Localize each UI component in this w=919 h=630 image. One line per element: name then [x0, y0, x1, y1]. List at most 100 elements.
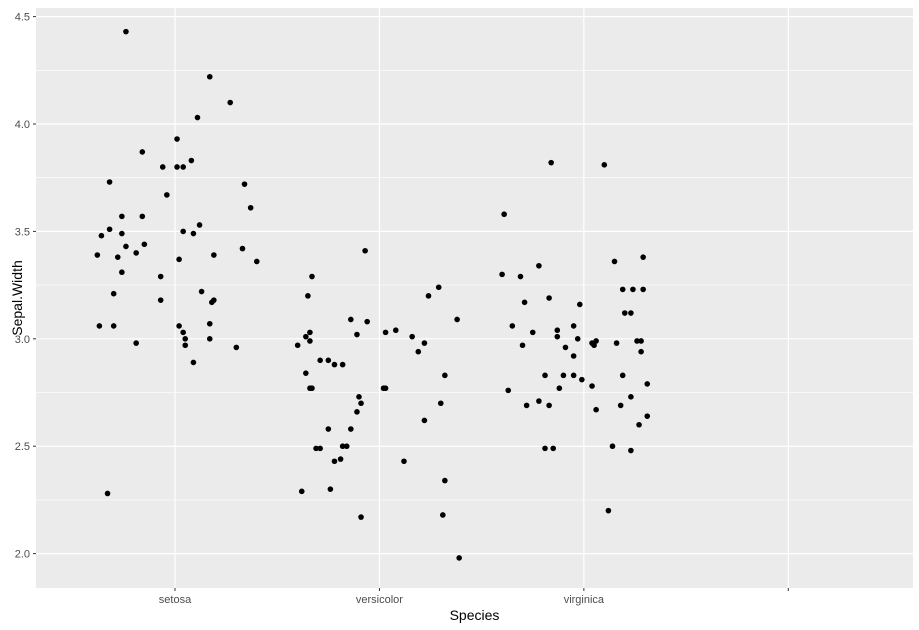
data-point-virginica — [628, 310, 634, 316]
data-point-setosa — [104, 490, 111, 497]
data-point-setosa — [164, 192, 170, 198]
data-point-versicolor — [382, 385, 389, 392]
data-point-versicolor — [305, 293, 311, 299]
data-point-setosa — [119, 230, 125, 237]
y-tick-label: 2.0 — [15, 549, 30, 561]
data-point-versicolor — [325, 357, 332, 364]
data-point-versicolor — [348, 316, 354, 323]
data-point-virginica — [550, 445, 557, 452]
data-point-virginica — [546, 295, 552, 301]
data-point-virginica — [611, 258, 618, 265]
data-point-virginica — [609, 443, 616, 450]
data-point-virginica — [554, 333, 561, 340]
data-point-setosa — [206, 320, 213, 327]
data-point-versicolor — [358, 400, 364, 407]
data-point-versicolor — [309, 273, 315, 280]
data-point-setosa — [174, 164, 180, 170]
data-point-versicolor — [456, 555, 462, 561]
data-point-versicolor — [331, 361, 338, 368]
data-point-setosa — [174, 136, 180, 142]
data-point-virginica — [574, 336, 581, 342]
data-point-setosa — [196, 222, 203, 228]
data-point-versicolor — [442, 477, 448, 484]
y-axis-title: Sepal.Width — [9, 260, 25, 335]
data-point-versicolor — [339, 361, 346, 368]
data-point-versicolor — [382, 329, 389, 336]
data-point-setosa — [133, 340, 139, 346]
data-point-virginica — [628, 394, 634, 400]
data-point-setosa — [176, 323, 182, 329]
data-point-virginica — [644, 381, 651, 387]
data-point-setosa — [106, 179, 113, 185]
data-point-setosa — [233, 344, 240, 351]
data-point-setosa — [180, 228, 186, 235]
plot-panel — [36, 8, 913, 588]
data-point-versicolor — [317, 445, 323, 452]
data-point-setosa — [182, 336, 189, 342]
data-point-virginica — [542, 372, 548, 379]
data-point-virginica — [576, 301, 583, 308]
y-tick-label: 3.0 — [15, 334, 30, 346]
data-point-virginica — [640, 286, 646, 293]
data-point-versicolor — [337, 456, 344, 462]
data-point-virginica — [638, 338, 644, 344]
data-point-virginica — [546, 402, 552, 409]
data-point-setosa — [141, 241, 148, 248]
data-point-versicolor — [354, 331, 360, 338]
data-point-virginica — [554, 327, 561, 334]
data-point-setosa — [247, 204, 254, 211]
data-point-virginica — [630, 286, 636, 293]
data-point-setosa — [119, 269, 125, 276]
data-point-setosa — [106, 226, 113, 233]
data-point-setosa — [239, 245, 246, 252]
data-point-virginica — [536, 398, 542, 404]
data-point-setosa — [253, 258, 260, 265]
data-point-versicolor — [339, 443, 346, 450]
data-point-setosa — [119, 213, 125, 220]
data-point-versicolor — [307, 338, 313, 344]
data-point-versicolor — [309, 385, 315, 392]
data-point-virginica — [523, 402, 530, 409]
x-axis-title: Species — [450, 607, 500, 623]
data-point-virginica — [542, 445, 548, 452]
data-point-virginica — [519, 342, 526, 349]
data-point-setosa — [176, 256, 182, 263]
data-point-setosa — [206, 336, 213, 342]
data-point-virginica — [619, 372, 626, 379]
data-point-versicolor — [317, 357, 323, 364]
data-point-setosa — [182, 342, 189, 349]
data-point-setosa — [241, 181, 248, 187]
data-point-setosa — [96, 323, 103, 329]
y-tick-label: 4.5 — [15, 12, 30, 24]
data-point-virginica — [605, 507, 612, 514]
data-point-virginica — [499, 271, 505, 278]
data-point-versicolor — [425, 293, 432, 299]
data-point-setosa — [180, 164, 186, 170]
data-points — [94, 28, 651, 561]
data-point-versicolor — [294, 342, 301, 349]
data-point-virginica — [621, 310, 628, 316]
data-point-virginica — [560, 372, 567, 379]
data-point-setosa — [190, 230, 197, 237]
data-point-versicolor — [348, 426, 354, 432]
data-point-versicolor — [362, 247, 368, 254]
data-point-setosa — [180, 329, 186, 336]
data-point-versicolor — [421, 340, 428, 346]
data-point-virginica — [613, 340, 620, 346]
data-point-versicolor — [415, 348, 422, 355]
data-point-virginica — [570, 323, 577, 329]
data-point-versicolor — [454, 316, 460, 323]
data-point-virginica — [556, 385, 563, 392]
data-point-virginica — [619, 286, 626, 293]
data-point-versicolor — [303, 333, 309, 340]
data-point-virginica — [617, 402, 624, 409]
data-point-setosa — [157, 297, 164, 303]
data-point-setosa — [114, 254, 121, 260]
data-point-virginica — [517, 273, 524, 280]
data-point-versicolor — [358, 514, 364, 520]
data-point-virginica — [548, 159, 554, 166]
data-point-setosa — [110, 290, 117, 297]
data-point-versicolor — [440, 512, 446, 518]
data-point-virginica — [529, 329, 536, 336]
